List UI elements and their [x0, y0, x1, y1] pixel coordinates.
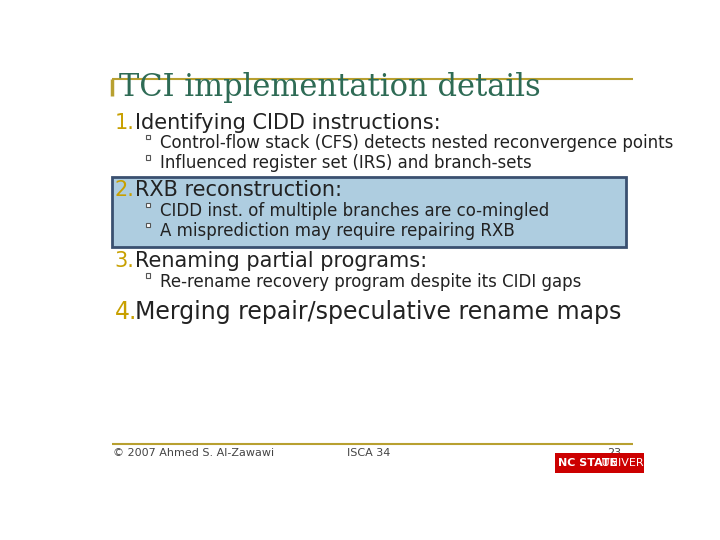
- Bar: [145, 135, 150, 139]
- Text: Identifying CIDD instructions:: Identifying CIDD instructions:: [135, 112, 441, 132]
- Text: A misprediction may require repairing RXB: A misprediction may require repairing RX…: [160, 222, 515, 240]
- Bar: [112, 177, 626, 247]
- Text: 1.: 1.: [114, 112, 135, 132]
- Text: ISCA 34: ISCA 34: [347, 448, 391, 458]
- Text: NC STATE: NC STATE: [558, 458, 617, 468]
- Text: Control-flow stack (CFS) detects nested reconvergence points: Control-flow stack (CFS) detects nested …: [160, 134, 673, 152]
- Text: Re-rename recovery program despite its CIDI gaps: Re-rename recovery program despite its C…: [160, 273, 581, 291]
- Text: Renaming partial programs:: Renaming partial programs:: [135, 251, 427, 271]
- Bar: [145, 222, 150, 227]
- Bar: [145, 155, 150, 159]
- Text: 3.: 3.: [114, 251, 135, 271]
- Text: © 2007 Ahmed S. Al-Zawawi: © 2007 Ahmed S. Al-Zawawi: [113, 448, 274, 458]
- Text: RXB reconstruction:: RXB reconstruction:: [135, 180, 342, 200]
- Bar: [145, 202, 150, 207]
- Bar: [145, 273, 150, 278]
- Text: CIDD inst. of multiple branches are co-mingled: CIDD inst. of multiple branches are co-m…: [160, 202, 549, 220]
- Text: 2.: 2.: [114, 180, 135, 200]
- Text: Merging repair/speculative rename maps: Merging repair/speculative rename maps: [135, 300, 621, 325]
- Text: Influenced register set (IRS) and branch-sets: Influenced register set (IRS) and branch…: [160, 154, 531, 172]
- Text: UNIVERSITY: UNIVERSITY: [598, 458, 667, 468]
- Text: TCI implementation details: TCI implementation details: [120, 72, 541, 103]
- Text: 4.: 4.: [114, 300, 138, 325]
- Text: 23: 23: [607, 448, 621, 458]
- Bar: [555, 453, 644, 473]
